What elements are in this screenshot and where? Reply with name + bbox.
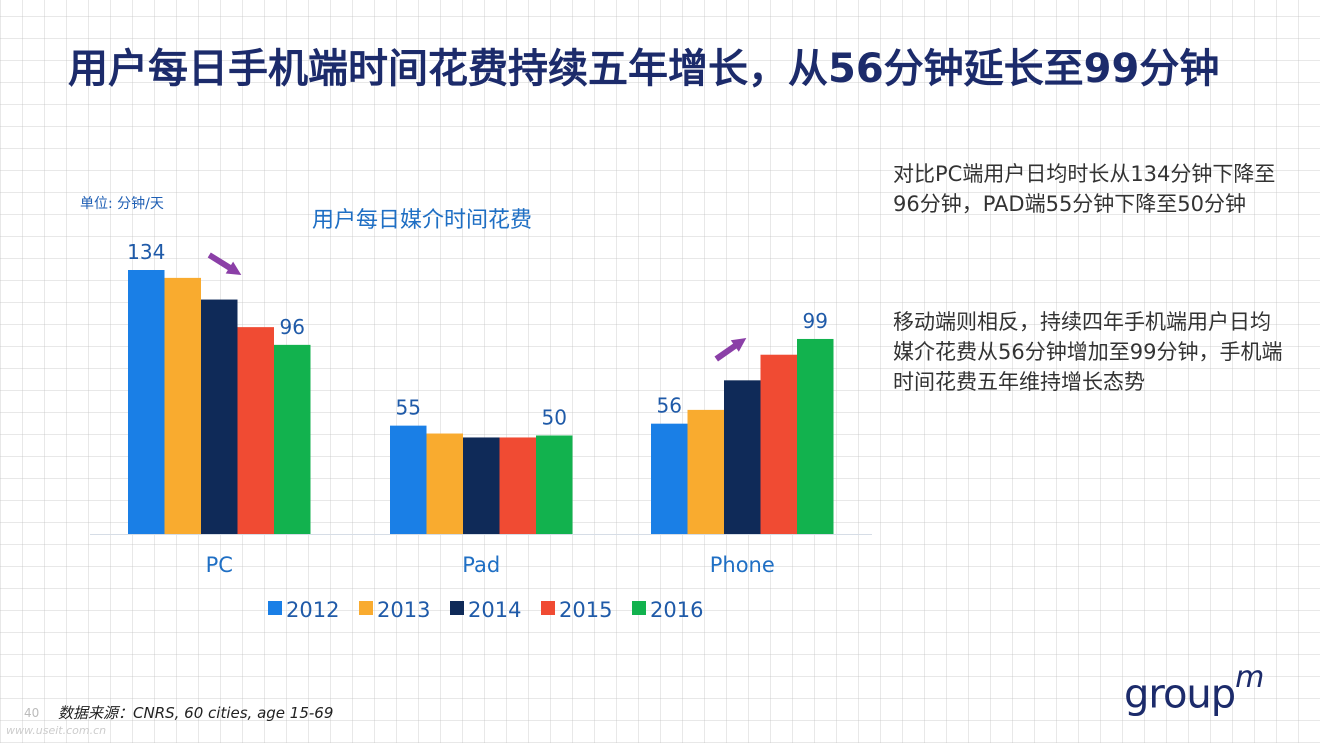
data-label: 56 [657,394,682,418]
unit-label: 单位: 分钟/天 [80,196,164,212]
legend-swatch-2016 [632,601,646,615]
bar-pc-2012 [128,270,165,534]
bar-pc-2013 [164,277,201,534]
legend-label: 2015 [559,598,612,622]
logo-sup-text: m [1235,660,1264,695]
trend-arrow-down-icon [207,252,242,275]
groupm-logo: groupm [1124,660,1264,718]
data-label: 99 [803,309,828,333]
data-label: 134 [127,240,165,264]
legend-swatch-2014 [450,601,464,615]
logo-main-text: group [1124,671,1236,718]
watermark: www.useit.com.cn [6,724,107,737]
bar-pad-2012 [390,425,427,534]
legend-label: 2014 [468,598,521,622]
x-tick-label: Pad [462,553,500,577]
bar-phone-2013 [687,409,724,534]
data-label: 96 [280,315,305,339]
note-pc-pad: 对比PC端用户日均时长从134分钟下降至96分钟，PAD端55分钟下降至50分钟 [893,162,1276,216]
legend-swatch-2015 [541,601,555,615]
data-label: 50 [542,405,567,429]
trend-arrow-up-icon [714,338,747,362]
legend-label: 2012 [286,598,339,622]
legend-swatch-2013 [359,601,373,615]
bar-phone-2016 [797,338,834,534]
slide-title: 用户每日手机端时间花费持续五年增长，从56分钟延长至99分钟 [68,46,1220,92]
bar-pad-2016 [536,435,573,534]
legend-swatch-2012 [268,601,282,615]
page-number: 40 [24,706,40,720]
legend-label: 2013 [377,598,430,622]
bar-phone-2015 [760,354,797,534]
x-tick-label: PC [206,553,233,577]
data-label: 55 [396,396,421,420]
x-tick-label: Phone [710,553,775,577]
note-mobile: 移动端则相反，持续四年手机端用户日均媒介花费从56分钟增加至99分钟，手机端时间… [893,310,1283,394]
bar-pad-2014 [463,437,500,534]
data-source: 数据来源：CNRS, 60 cities, age 15-69 [58,704,334,722]
bar-pc-2015 [237,327,274,534]
bar-pad-2015 [499,437,536,534]
legend-label: 2016 [650,598,703,622]
bar-phone-2014 [724,380,761,534]
bar-pad-2013 [426,433,463,534]
bar-pc-2016 [274,344,311,534]
chart-title: 用户每日媒介时间花费 [312,208,533,233]
bar-phone-2012 [651,423,688,534]
bar-pc-2014 [201,299,238,534]
